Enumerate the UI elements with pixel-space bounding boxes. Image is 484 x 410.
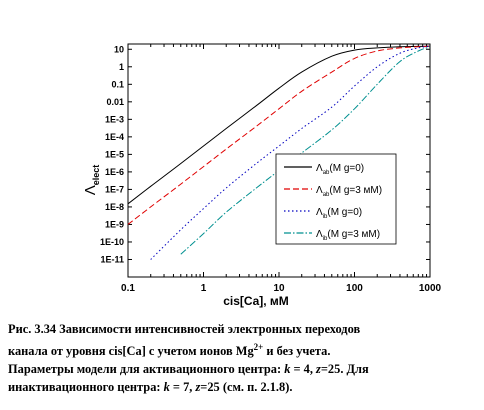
- y-tick-label: 1E-11: [100, 254, 124, 264]
- caption-line-4-k-value: = 7,: [169, 380, 196, 395]
- series-line-2: [127, 45, 431, 225]
- x-tick-label: 1000: [419, 283, 442, 294]
- y-tick-label: 1E-8: [105, 202, 124, 212]
- x-tick-labels: 0.1 1 10 100 1000: [121, 283, 442, 294]
- x-axis-title: cis[Ca], мМ: [223, 294, 289, 308]
- y-tick-label: 0.01: [106, 97, 124, 107]
- y-tick-label: 1: [119, 62, 124, 72]
- y-axis-title: Λelect: [82, 165, 101, 196]
- caption-line-4-z: z: [195, 380, 201, 395]
- x-tick-label: 0.1: [121, 283, 135, 294]
- chart: 1E-11 1E-10 1E-9 1E-8 1E-7 1E-6 1E-5 1E-4 1E-3 0.…: [82, 43, 442, 308]
- caption-line-4: инактивационного центра: k = 7, z=25 (см…: [8, 378, 472, 396]
- caption-line-1: Рис. 3.34 Зависимости интенсивностей эле…: [8, 322, 361, 336]
- y-axis-title-main: Λ: [82, 185, 99, 195]
- y-tick-label: 1E-4: [105, 132, 124, 142]
- series-line-1: [127, 45, 431, 205]
- caption-line-4-end: =25 (см. п. 2.1.8).: [200, 380, 293, 395]
- series-line-4: [180, 46, 431, 255]
- caption-line-3: Параметры модели для активационного цент…: [8, 360, 472, 378]
- caption-line-3-k-value: = 4,: [290, 362, 317, 377]
- svg-text:Λelect: Λelect: [82, 165, 101, 196]
- caption-line-3-z: z: [316, 362, 321, 377]
- x-tick-label: 100: [346, 283, 363, 294]
- legend-label-3: Λib(M g=0): [316, 207, 362, 220]
- y-tick-labels: 1E-11 1E-10 1E-9 1E-8 1E-7 1E-6 1E-5 1E-4 1E-3 0.…: [100, 44, 124, 264]
- figure-caption: Рис. 3.34 Зависимости интенсивностей эле…: [8, 320, 472, 396]
- caption-line-2-end: и без учета.: [263, 344, 331, 359]
- caption-line-3-text: Параметры модели для активационного цент…: [8, 362, 285, 377]
- legend: Λab(M g=0) Λab(M g=3 мМ) Λib(M g=0) Λib(M g…: [275, 153, 397, 245]
- y-tick-label: 1E-3: [105, 114, 124, 124]
- legend-label-4: Λib(M g=3 мМ): [316, 229, 380, 242]
- y-axis-title-sub: elect: [91, 165, 101, 186]
- series-line-3: [150, 45, 431, 260]
- caption-line-3-end: =25. Для: [320, 362, 369, 377]
- x-tick-label: 10: [273, 283, 285, 294]
- y-tick-label: 1E-5: [105, 149, 124, 159]
- caption-mg-charge: 2+: [253, 342, 264, 352]
- y-tick-label: 0.1: [111, 79, 124, 89]
- y-tick-label: 1E-6: [105, 167, 124, 177]
- legend-box: [275, 153, 397, 245]
- caption-line-4-text: инактивационного центра:: [8, 380, 164, 395]
- caption-line-2-text: канала от уровня cis[Ca] с учетом ионов …: [8, 344, 254, 359]
- legend-label-2: Λab(M g=3 мМ): [316, 185, 382, 198]
- x-tick-label: 1: [201, 283, 207, 294]
- legend-label-1: Λab(M g=0): [316, 163, 364, 176]
- y-tick-label: 1E-9: [105, 219, 124, 229]
- axis-ticks: [127, 44, 431, 277]
- y-tick-label: 1E-10: [100, 237, 124, 247]
- y-tick-label: 1E-7: [105, 184, 124, 194]
- caption-line-2: канала от уровня cis[Ca] с учетом ионов …: [8, 338, 472, 360]
- caption-line-4-k: k: [163, 380, 170, 395]
- y-tick-label: 10: [114, 44, 124, 54]
- series-lines: [127, 45, 431, 260]
- caption-line-3-k: k: [284, 362, 291, 377]
